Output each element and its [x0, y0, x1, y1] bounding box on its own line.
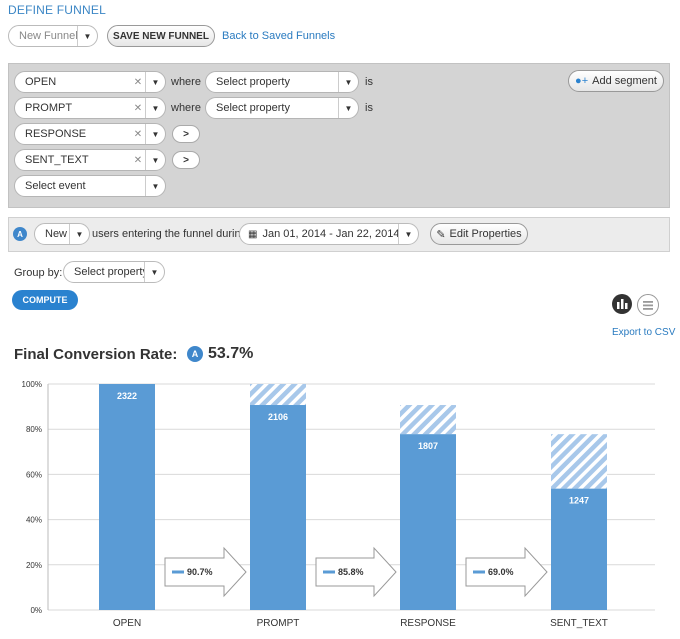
date-range-value: Jan 01, 2014 - Jan 22, 2014 — [262, 228, 398, 240]
bar-value-label: 1807 — [418, 441, 438, 451]
y-tick-label: 80% — [26, 425, 42, 434]
funnel-select-value: New Funnel — [19, 30, 77, 42]
chevron-down-icon: ▼ — [77, 26, 97, 46]
bar-value-label: 1247 — [569, 496, 589, 506]
chevron-down-icon: ▼ — [145, 176, 165, 196]
back-to-saved-funnels-link[interactable]: Back to Saved Funnels — [222, 30, 336, 42]
step-conversion-label: 69.0% — [488, 567, 514, 577]
chevron-down-icon: ▼ — [145, 150, 165, 170]
event-label: PROMPT — [25, 102, 73, 114]
entering-text: users entering the funnel during — [92, 228, 247, 240]
compute-button[interactable]: COMPUTE — [12, 290, 78, 310]
y-tick-label: 40% — [26, 516, 42, 525]
segment-a-badge: A — [13, 227, 27, 241]
step-conversion-label: 90.7% — [187, 567, 213, 577]
event-label: RESPONSE — [25, 128, 87, 140]
y-tick-label: 60% — [26, 470, 42, 479]
pencil-icon: ✎ — [436, 228, 446, 241]
cohort-select[interactable]: New ▼ — [34, 223, 90, 245]
save-funnel-button[interactable]: SAVE NEW FUNNEL — [107, 25, 215, 47]
date-range-picker[interactable]: ▦ Jan 01, 2014 - Jan 22, 2014 ▼ — [239, 223, 419, 245]
select-event-dropdown[interactable]: Select event ▼ — [14, 175, 166, 197]
remove-icon[interactable]: ✕ — [133, 102, 143, 114]
y-tick-label: 0% — [30, 606, 42, 615]
chevron-down-icon: ▼ — [338, 72, 358, 92]
event-label: SENT_TEXT — [25, 154, 89, 166]
step-arrow — [315, 546, 397, 598]
bar-value-label: 2106 — [268, 412, 288, 422]
export-csv-link[interactable]: Export to CSV — [612, 327, 676, 338]
funnel-chart: 0% 20% 40% 60% 80% 100% 2322 OPEN 2106 PROMPT 1807… — [22, 380, 655, 629]
property-select[interactable]: Select property ▼ — [205, 71, 359, 93]
remove-icon[interactable]: ✕ — [133, 128, 143, 140]
x-tick-label: RESPONSE — [400, 618, 456, 629]
event-select-response[interactable]: RESPONSE ✕ ▼ — [14, 123, 166, 145]
event-select-open[interactable]: OPEN ✕ ▼ — [14, 71, 166, 93]
chevron-down-icon: ▼ — [338, 98, 358, 118]
bar — [99, 384, 155, 610]
group-by-value: Select property — [74, 266, 144, 278]
segment-panel: OPEN ✕ ▼ where Select property ▼ is ●+ A… — [8, 63, 670, 208]
event-select-sent-text[interactable]: SENT_TEXT ✕ ▼ — [14, 149, 166, 171]
drop-off-bar — [400, 405, 456, 435]
y-tick-label: 20% — [26, 561, 42, 570]
group-by-label: Group by: — [14, 267, 63, 279]
chevron-down-icon: ▼ — [145, 124, 165, 144]
is-label: is — [365, 76, 373, 88]
x-tick-label: PROMPT — [257, 618, 300, 629]
bar-value-label: 2322 — [117, 391, 137, 401]
property-select[interactable]: Select property ▼ — [205, 97, 359, 119]
x-tick-label: OPEN — [113, 618, 141, 629]
edit-properties-label: Edit Properties — [449, 228, 522, 240]
where-label: where — [171, 102, 201, 114]
page-title: DEFINE FUNNEL — [8, 3, 106, 17]
chevron-down-icon: ▼ — [69, 224, 89, 244]
step-arrow — [465, 546, 548, 598]
add-segment-button[interactable]: ●+ Add segment — [568, 70, 664, 92]
chevron-down-icon: ▼ — [398, 224, 418, 244]
group-by-select[interactable]: Select property ▼ — [63, 261, 165, 283]
add-filter-chevron-right-icon[interactable]: > — [172, 125, 200, 143]
final-conversion-value: 53.7% — [208, 345, 254, 362]
bar — [400, 434, 456, 610]
event-label: OPEN — [25, 76, 57, 88]
step-conversion-label: 85.8% — [338, 567, 364, 577]
property-label: Select property — [216, 76, 290, 88]
cohort-value: New — [45, 228, 68, 240]
remove-icon[interactable]: ✕ — [133, 76, 143, 88]
list-view-icon[interactable] — [637, 294, 659, 316]
bar-chart-view-icon[interactable] — [612, 294, 632, 314]
segment-a-badge: A — [187, 346, 203, 362]
bar — [551, 488, 607, 610]
where-label: where — [171, 76, 201, 88]
chevron-down-icon: ▼ — [145, 98, 165, 118]
is-label: is — [365, 102, 373, 114]
property-label: Select property — [216, 102, 290, 114]
select-event-label: Select event — [25, 180, 86, 192]
final-conversion-label: Final Conversion Rate: — [14, 346, 178, 363]
add-filter-chevron-right-icon[interactable]: > — [172, 151, 200, 169]
users-panel: A New ▼ users entering the funnel during… — [8, 217, 670, 252]
chevron-down-icon: ▼ — [144, 262, 164, 282]
x-tick-label: SENT_TEXT — [550, 618, 608, 629]
edit-properties-button[interactable]: ✎ Edit Properties — [430, 223, 528, 245]
add-segment-label: Add segment — [592, 75, 657, 87]
chevron-down-icon: ▼ — [145, 72, 165, 92]
y-tick-label: 100% — [22, 380, 42, 389]
calendar-icon: ▦ — [248, 228, 258, 240]
drop-off-bar — [551, 434, 607, 489]
funnel-select[interactable]: New Funnel ▼ — [8, 25, 98, 47]
step-arrow — [164, 546, 247, 598]
event-select-prompt[interactable]: PROMPT ✕ ▼ — [14, 97, 166, 119]
drop-off-bar — [250, 384, 306, 406]
remove-icon[interactable]: ✕ — [133, 154, 143, 166]
bar — [250, 405, 306, 610]
add-user-icon: ●+ — [575, 75, 589, 87]
